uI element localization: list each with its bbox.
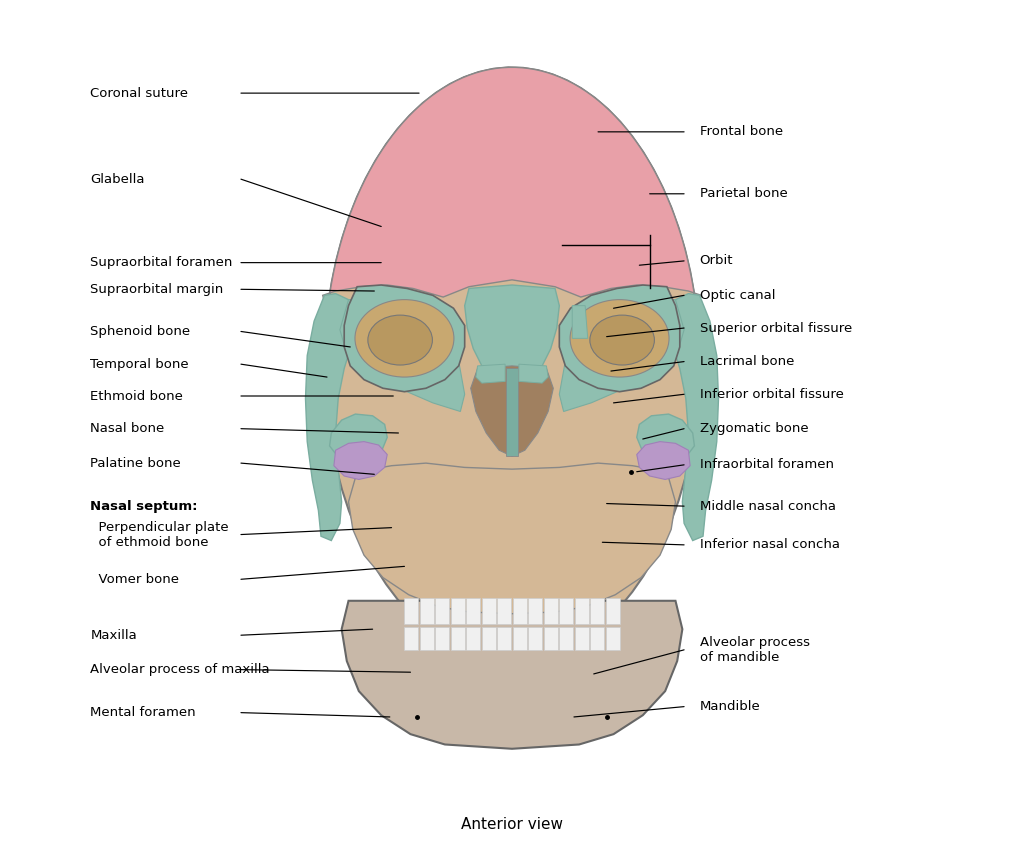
Text: Vomer bone: Vomer bone [90,572,179,585]
Polygon shape [559,285,680,391]
Polygon shape [340,300,465,411]
Ellipse shape [590,315,654,365]
Text: Palatine bone: Palatine bone [90,456,181,469]
Polygon shape [519,365,548,383]
Text: Supraorbital margin: Supraorbital margin [90,283,223,296]
Polygon shape [305,294,361,540]
Bar [482,628,496,650]
Text: Anterior view: Anterior view [461,817,563,832]
Polygon shape [348,463,676,614]
Bar [574,628,589,650]
Bar [544,628,558,650]
Bar [451,598,465,624]
Text: Optic canal: Optic canal [699,289,775,302]
Polygon shape [559,300,684,411]
Bar [559,628,573,650]
Polygon shape [637,414,694,462]
Bar [590,628,604,650]
Text: Perpendicular plate
  of ethmoid bone: Perpendicular plate of ethmoid bone [90,520,229,548]
Bar [590,598,604,624]
Polygon shape [342,601,682,749]
Text: Alveolar process
of mandible: Alveolar process of mandible [699,636,810,664]
Text: Alveolar process of maxilla: Alveolar process of maxilla [90,663,270,676]
Ellipse shape [368,315,432,365]
Polygon shape [471,366,553,456]
Text: Parietal bone: Parietal bone [699,187,787,200]
Text: Inferior orbital fissure: Inferior orbital fissure [699,388,844,401]
Bar [420,628,434,650]
Bar [559,598,573,624]
Text: Superior orbital fissure: Superior orbital fissure [699,321,852,334]
Text: Mental foramen: Mental foramen [90,706,196,719]
Polygon shape [476,365,505,383]
Bar [466,598,480,624]
Bar [574,598,589,624]
Text: Orbit: Orbit [699,255,733,268]
Bar [528,598,542,624]
Bar [513,598,526,624]
Bar [404,628,418,650]
Bar [498,628,511,650]
Bar [466,628,480,650]
Polygon shape [334,442,387,480]
Text: Infraorbital foramen: Infraorbital foramen [699,458,834,471]
Bar [513,628,526,650]
Bar [606,598,620,624]
Polygon shape [637,442,690,480]
Bar [528,628,542,650]
Ellipse shape [570,300,669,377]
Bar [420,598,434,624]
Polygon shape [663,294,719,540]
Polygon shape [330,414,387,462]
Text: Maxilla: Maxilla [90,629,137,642]
Bar [606,628,620,650]
Bar [482,598,496,624]
Bar [544,598,558,624]
Text: Sphenoid bone: Sphenoid bone [90,325,190,338]
Bar [435,598,450,624]
Text: Mandible: Mandible [699,700,761,713]
Text: Frontal bone: Frontal bone [699,126,782,139]
Text: Inferior nasal concha: Inferior nasal concha [699,539,840,552]
Text: Middle nasal concha: Middle nasal concha [699,500,836,513]
Bar [435,628,450,650]
Polygon shape [465,285,559,385]
Text: Nasal septum:: Nasal septum: [90,500,198,513]
Bar [404,598,418,624]
Bar [498,598,511,624]
Ellipse shape [355,300,454,377]
Polygon shape [572,306,588,339]
Text: Zygomatic bone: Zygomatic bone [699,423,808,436]
Text: Ethmoid bone: Ethmoid bone [90,390,183,403]
Text: Glabella: Glabella [90,172,144,185]
Text: Supraorbital foramen: Supraorbital foramen [90,256,232,269]
Polygon shape [323,68,701,313]
Polygon shape [506,368,518,456]
Bar [451,628,465,650]
Text: Temporal bone: Temporal bone [90,358,189,371]
Text: Coronal suture: Coronal suture [90,87,188,100]
Polygon shape [344,285,465,391]
Text: Nasal bone: Nasal bone [90,423,165,436]
Polygon shape [325,68,699,661]
Text: Lacrimal bone: Lacrimal bone [699,355,794,368]
